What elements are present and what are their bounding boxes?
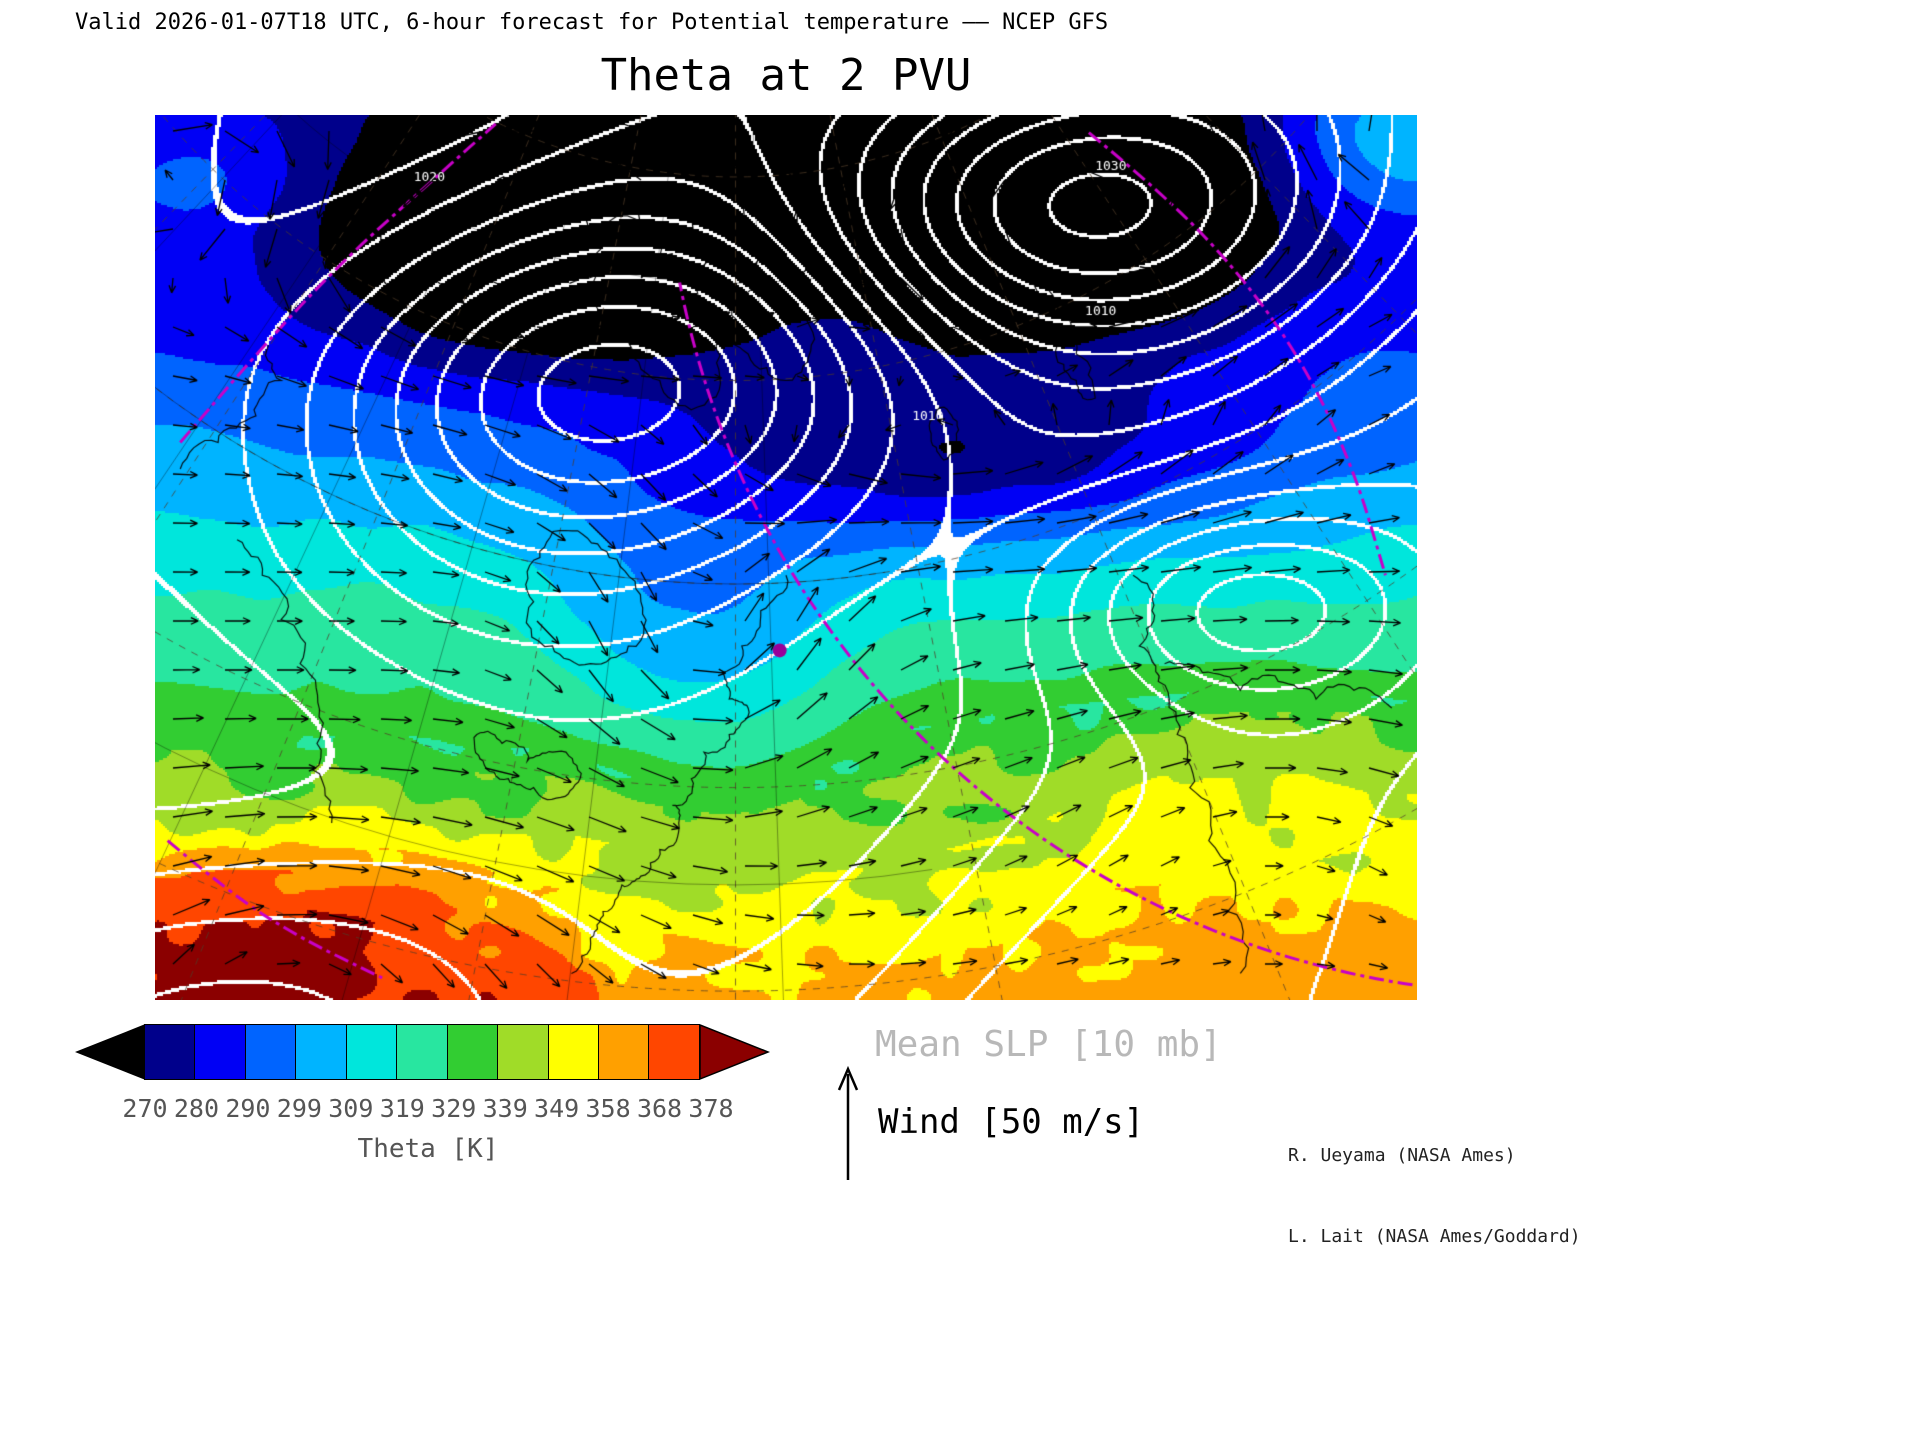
valid-time-line: Valid 2026-01-07T18 UTC, 6-hour forecast… bbox=[75, 10, 1109, 35]
colorbar-overflow-arrow-icon bbox=[699, 1024, 770, 1080]
colorbar-cell bbox=[446, 1024, 499, 1080]
colorbar-tick-label: 299 bbox=[276, 1094, 322, 1123]
colorbar-tick-label: 280 bbox=[173, 1094, 220, 1123]
colorbar-tick-label: 349 bbox=[534, 1094, 580, 1123]
colorbar-tick-label: 270 bbox=[122, 1094, 168, 1123]
credits: R. Ueyama (NASA Ames) L. Lait (NASA Ames… bbox=[1288, 1088, 1581, 1304]
colorbar-tick-label: 339 bbox=[482, 1094, 528, 1123]
colorbar-cell bbox=[597, 1024, 650, 1080]
colorbar-axis-label: Theta [K] bbox=[357, 1134, 499, 1164]
theta-map-canvas bbox=[155, 115, 1417, 1000]
credit-line: R. Ueyama (NASA Ames) bbox=[1288, 1145, 1516, 1166]
colorbar-cell bbox=[547, 1024, 599, 1080]
colorbar-tick-label: 368 bbox=[636, 1094, 683, 1123]
colorbar-tick-label: 329 bbox=[431, 1094, 477, 1123]
colorbar-cells bbox=[144, 1024, 700, 1080]
colorbar-tick-label: 378 bbox=[688, 1094, 734, 1123]
colorbar-cell bbox=[295, 1024, 347, 1080]
colorbar-tick-label: 309 bbox=[328, 1094, 374, 1123]
wind-legend-label: Wind [50 m/s] bbox=[878, 1102, 1145, 1142]
wind-reference-arrow-icon bbox=[837, 1065, 859, 1180]
colorbar-cell bbox=[194, 1024, 246, 1080]
colorbar-tick-label: 290 bbox=[225, 1094, 271, 1123]
credit-line: L. Lait (NASA Ames/Goddard) bbox=[1288, 1226, 1581, 1247]
colorbar-cell bbox=[648, 1024, 700, 1080]
colorbar-tick-label: 358 bbox=[585, 1094, 631, 1123]
colorbar-cell bbox=[345, 1024, 398, 1080]
colorbar-tick-label: 319 bbox=[379, 1094, 425, 1123]
colorbar-cell bbox=[244, 1024, 297, 1080]
colorbar bbox=[75, 1024, 770, 1080]
colorbar-ticks: 270 280 290 299 309 319 329 339 349 358 368 378 bbox=[75, 1094, 785, 1124]
colorbar-underflow-arrow-icon bbox=[75, 1024, 145, 1080]
page-title: Theta at 2 PVU bbox=[600, 50, 972, 101]
colorbar-cell bbox=[144, 1024, 196, 1080]
slp-legend-label: Mean SLP [10 mb] bbox=[875, 1024, 1222, 1065]
colorbar-cell bbox=[396, 1024, 448, 1080]
colorbar-cell bbox=[497, 1024, 549, 1080]
